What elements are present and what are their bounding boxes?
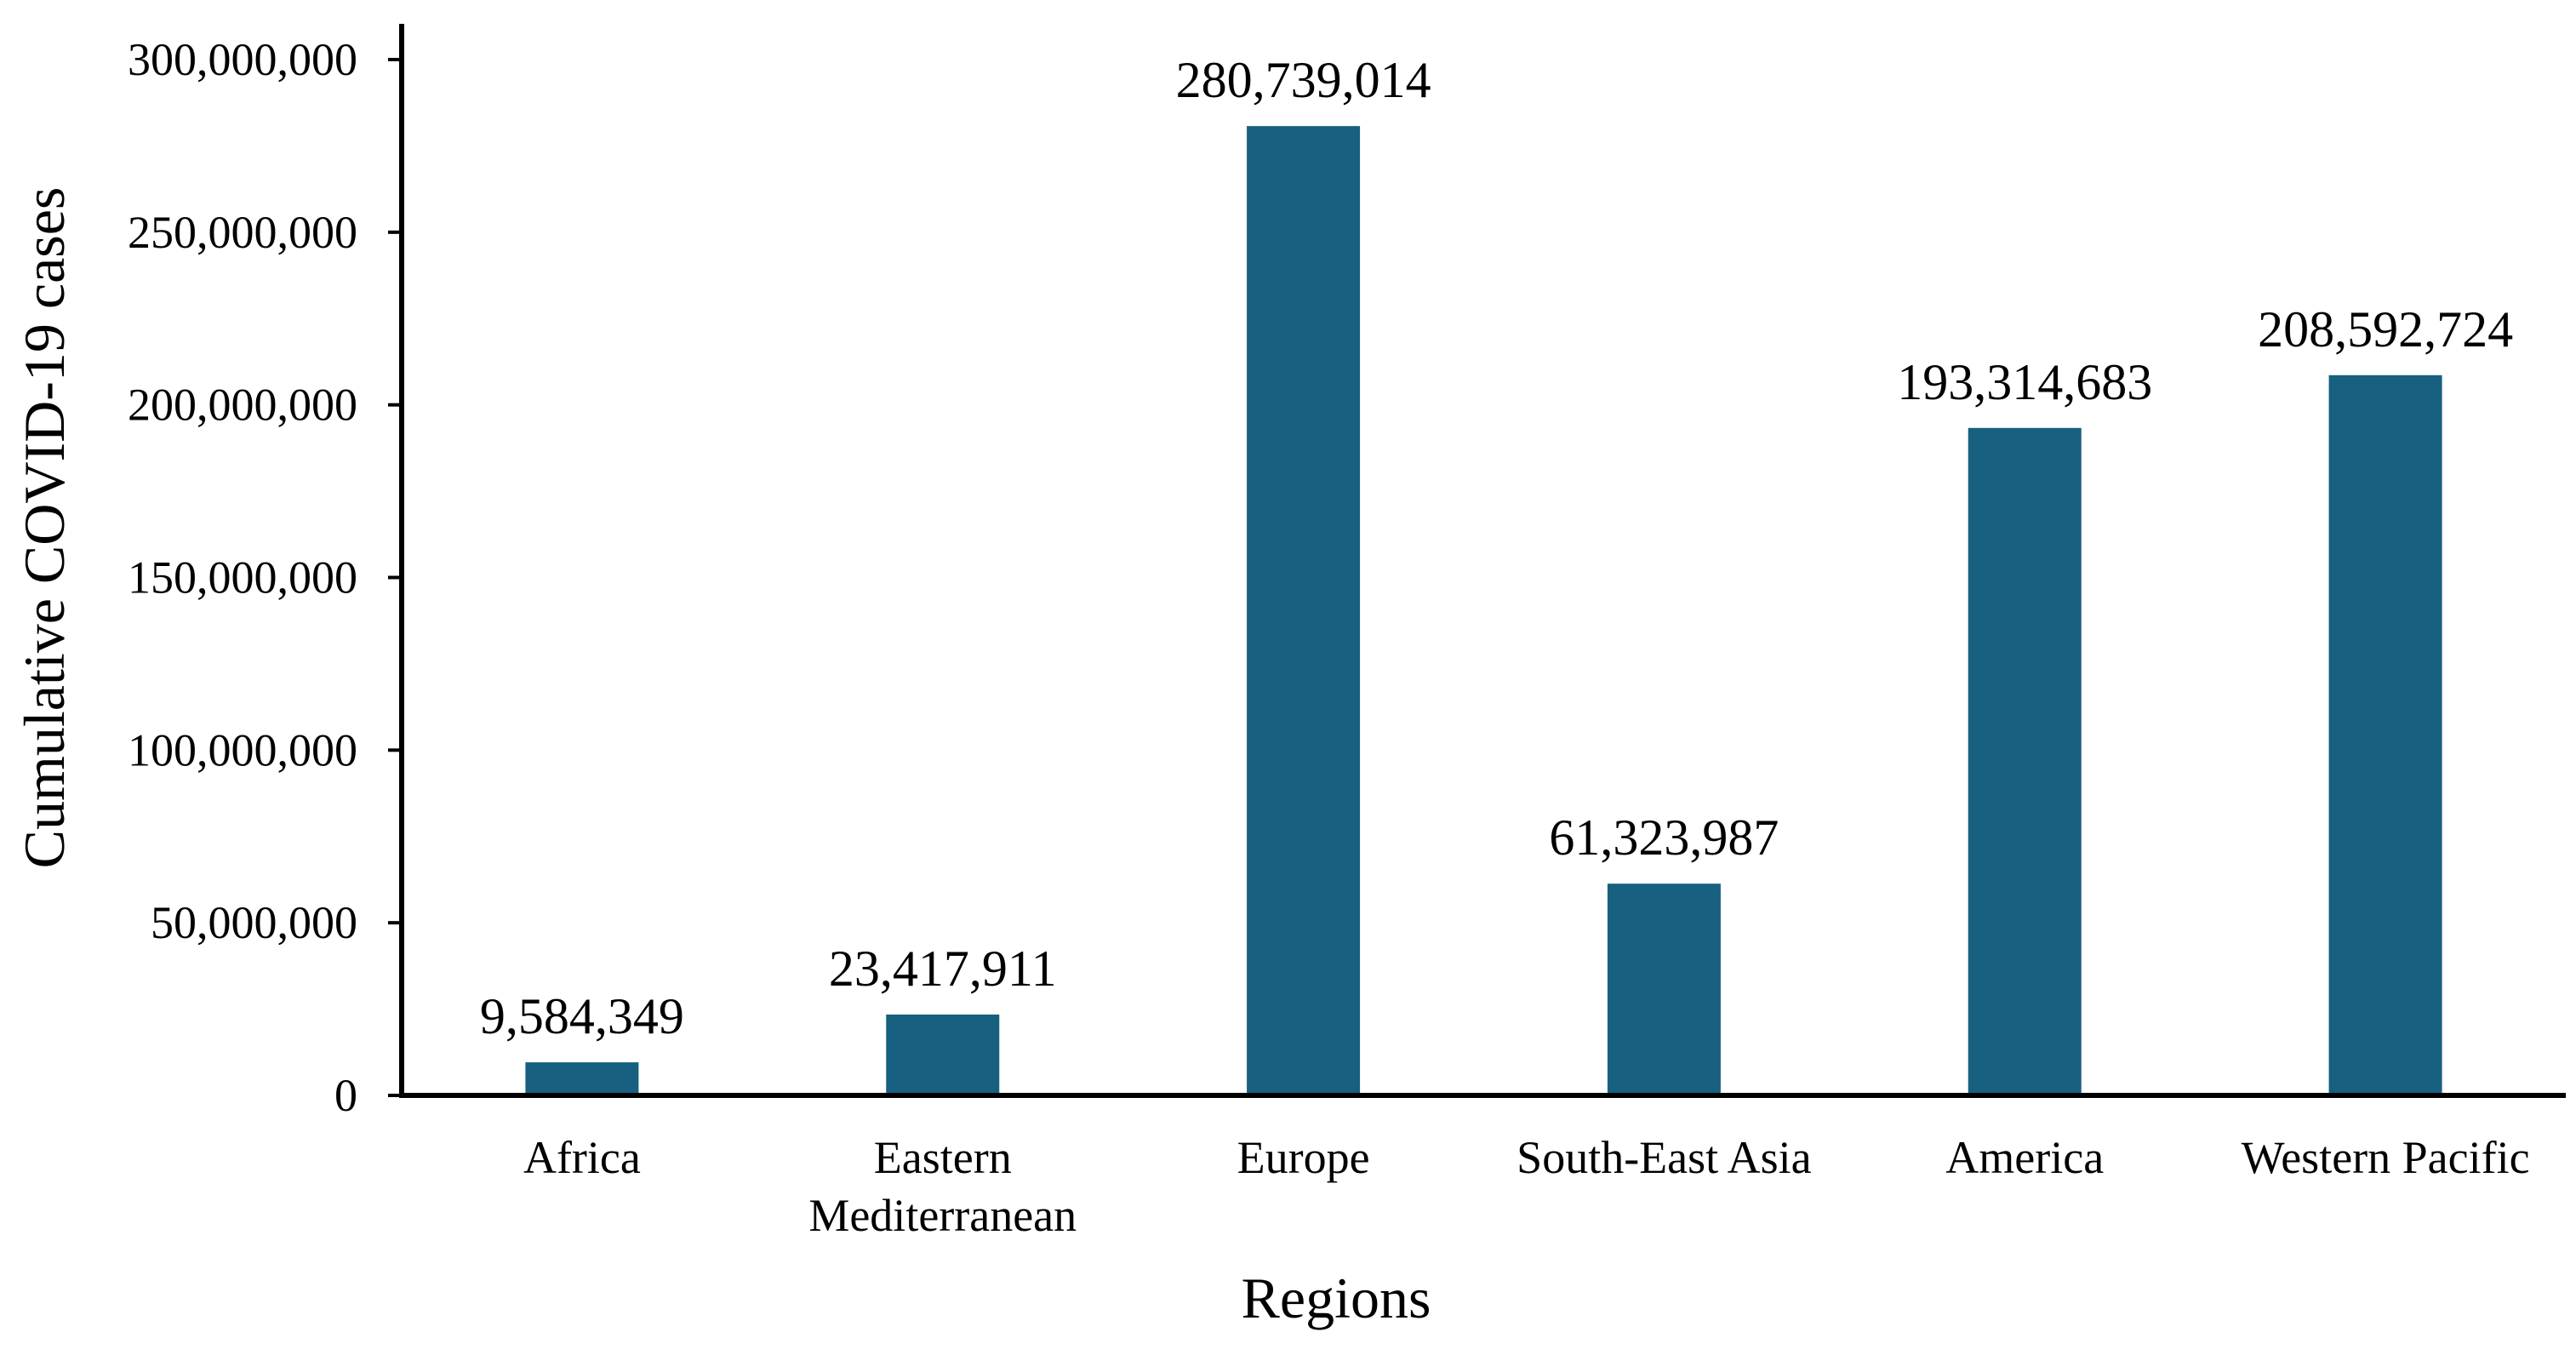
bar: [525, 1062, 639, 1095]
y-tick-label: 250,000,000: [128, 207, 357, 258]
y-tick-label: 100,000,000: [128, 724, 357, 775]
bar: [1607, 883, 1721, 1095]
bar: [886, 1015, 1000, 1095]
x-category-label: Eastern: [874, 1132, 1012, 1183]
y-tick-label: 150,000,000: [128, 552, 357, 603]
data-label: 280,739,014: [1176, 52, 1431, 108]
y-tick-label: 300,000,000: [128, 34, 357, 85]
x-category-label: South-East Asia: [1516, 1132, 1812, 1183]
data-labels-group: 9,584,349 23,417,911 280,739,014 61,323,987…: [480, 52, 2513, 1044]
data-label: 23,417,911: [829, 940, 1057, 997]
data-label: 193,314,683: [1897, 354, 2152, 410]
x-category-label: Africa: [523, 1132, 641, 1183]
y-tick-label: 200,000,000: [128, 380, 357, 431]
bar: [1968, 427, 2082, 1096]
y-tick-label: 0: [334, 1070, 357, 1121]
y-axis-title: Cumulative COVID-19 cases: [12, 187, 77, 869]
bars-group: [525, 126, 2442, 1096]
data-label: 9,584,349: [480, 988, 684, 1044]
data-label: 61,323,987: [1549, 809, 1779, 866]
y-tick-label: 50,000,000: [151, 897, 357, 948]
bar: [1247, 126, 1361, 1096]
x-axis-title: Regions: [1242, 1266, 1431, 1330]
data-label: 208,592,724: [2258, 301, 2513, 357]
x-axis-categories: Africa Eastern Mediterranean Europe South-Ea…: [523, 1132, 2530, 1241]
x-category-label: Europe: [1237, 1132, 1370, 1183]
x-category-label: Western Pacific: [2242, 1132, 2530, 1183]
x-category-label: America: [1945, 1132, 2104, 1183]
y-axis-ticks: 0 50,000,000 100,000,000 150,000,000 200,000…: [128, 34, 402, 1121]
bar: [2328, 374, 2442, 1095]
x-category-label: Mediterranean: [808, 1190, 1077, 1241]
